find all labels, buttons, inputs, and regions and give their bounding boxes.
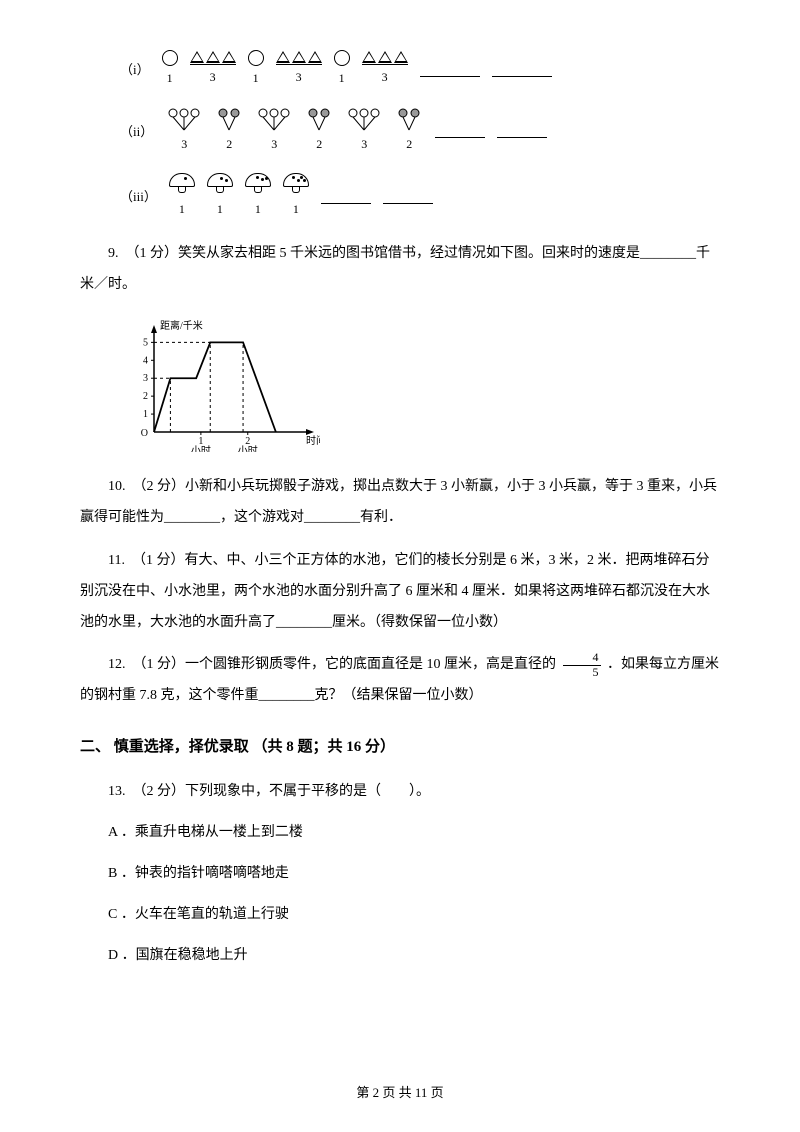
pattern-iii-mush: 1 [207,173,233,221]
question-9: 9. （1 分）笑笑从家去相距 5 千米远的图书馆借书，经过情况如下图。回来时的… [80,239,720,301]
section-2-heading: 二、 慎重选择，择优录取 （共 8 题；共 16 分） [80,734,720,761]
pattern-iii-mush: 1 [283,173,309,221]
blank-fill [497,124,547,138]
question-13-opt-c: C ．火车在笔直的轨道上行驶 [80,902,720,927]
svg-text:小时: 小时 [191,445,211,452]
pattern-i-circle: 1 [162,50,178,90]
svg-text:O: O [141,428,148,439]
pattern-i-circle: 1 [248,50,264,90]
blank-fill [435,124,485,138]
pattern-row-i: （i） 1 3 1 3 1 3 [80,50,720,90]
pattern-ii-branch2: 2 [215,108,243,156]
pattern-row-iii: （iii） 1 1 1 1 [80,173,720,221]
question-10: 10. （2 分）小新和小兵玩掷骰子游戏，掷出点数大于 3 小新赢，小于 3 小… [80,472,720,534]
blank-fill [321,190,371,204]
pattern-iii-label: （iii） [120,185,157,208]
pattern-i-circle: 1 [334,50,350,90]
pattern-i-tris: 3 [190,51,236,89]
pattern-i-tris: 3 [362,51,408,89]
svg-text:时间: 时间 [306,434,320,447]
pattern-ii-branch2: 2 [395,108,423,156]
blank-fill [420,63,480,77]
question-13-opt-d: D ．国旗在稳稳地上升 [80,943,720,968]
pattern-i-tris: 3 [276,51,322,89]
blank-fill [492,63,552,77]
svg-text:小时: 小时 [238,445,258,452]
svg-text:3: 3 [143,374,148,385]
question-12: 12. （1 分）一个圆锥形钢质零件，它的底面直径是 10 厘米，高是直径的 4… [80,650,720,712]
pattern-iii-mush: 1 [169,173,195,221]
svg-text:2: 2 [143,392,148,403]
page-footer: 第 2 页 共 11 页 [0,1081,800,1104]
question-11: 11. （1 分）有大、中、小三个正方体的水池，它们的棱长分别是 6 米，3 米… [80,546,720,638]
question-13-stem: 13. （2 分）下列现象中，不属于平移的是（ ）。 [80,777,720,808]
pattern-row-ii: （ii） 3 2 3 2 3 2 [80,108,720,156]
pattern-ii-label: （ii） [120,120,153,143]
q9-chart: 12345O1小时2小时距离/千米时间 [120,312,320,452]
q12-fraction: 45 [563,651,601,678]
pattern-ii-branch2: 2 [305,108,333,156]
blank-fill [383,190,433,204]
pattern-iii-mush: 1 [245,173,271,221]
pattern-ii-branch3: 3 [345,108,383,156]
pattern-i-label: （i） [120,58,150,81]
svg-text:距离/千米: 距离/千米 [160,319,203,332]
svg-text:1: 1 [143,409,148,420]
pattern-ii-branch3: 3 [255,108,293,156]
pattern-ii-branch3: 3 [165,108,203,156]
question-13-opt-b: B ．钟表的指针嘀嗒嘀嗒地走 [80,861,720,886]
svg-text:4: 4 [143,356,148,367]
svg-text:5: 5 [143,338,148,349]
q12-pre: 12. （1 分）一个圆锥形钢质零件，它的底面直径是 10 厘米，高是直径的 [108,657,556,672]
question-13-opt-a: A ．乘直升电梯从一楼上到二楼 [80,820,720,845]
